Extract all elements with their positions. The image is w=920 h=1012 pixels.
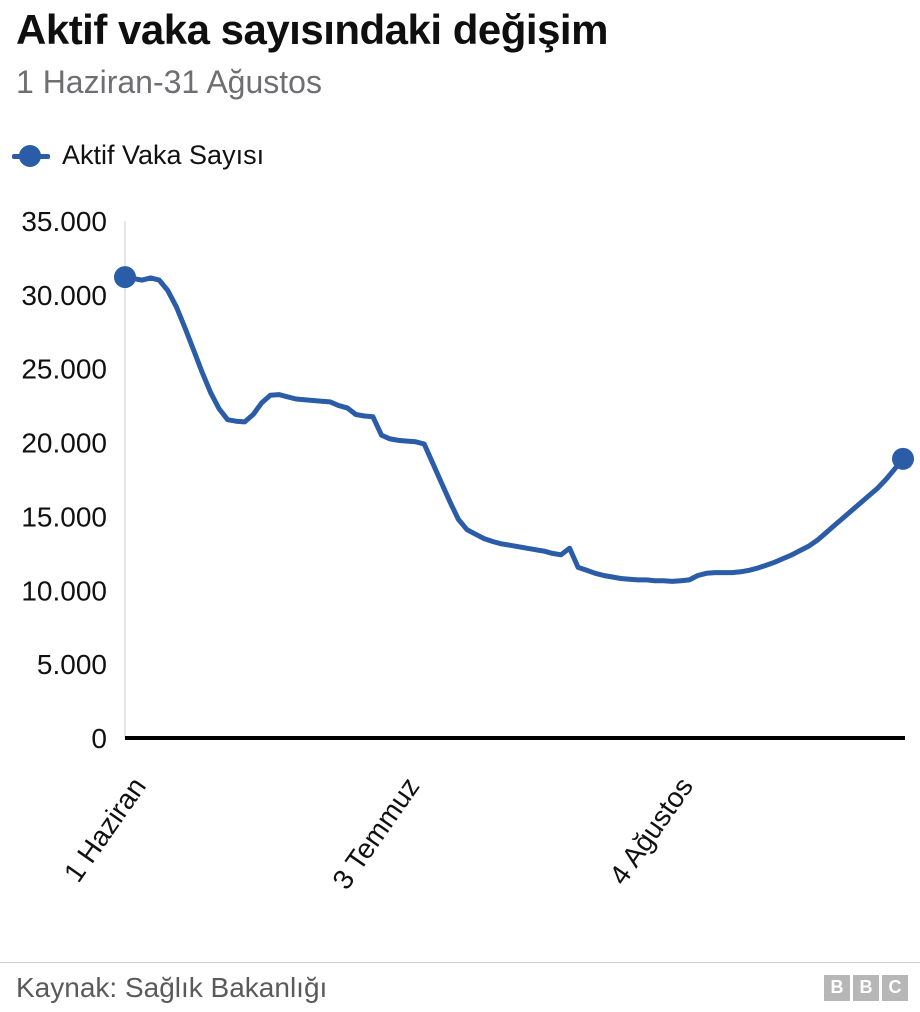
legend-marker xyxy=(12,144,50,167)
legend-label: Aktif Vaka Sayısı xyxy=(62,140,265,170)
first-point-marker xyxy=(114,266,136,289)
x-tick-label: 3 Temmuz xyxy=(326,772,425,895)
page-subtitle: 1 Haziran-31 Ağustos xyxy=(16,64,322,100)
bbc-logo-block: C xyxy=(882,974,908,1001)
y-tick-label: 15.000 xyxy=(21,501,107,532)
y-tick-label: 0 xyxy=(91,723,107,754)
legend-dot-icon xyxy=(19,144,41,167)
last-point-marker xyxy=(892,447,914,470)
bbc-logo-block: B xyxy=(853,974,879,1001)
source-label: Kaynak: Sağlık Bakanlığı xyxy=(16,971,328,1003)
y-tick-label: 20.000 xyxy=(21,428,107,459)
y-tick-label: 35.000 xyxy=(21,206,107,237)
legend: Aktif Vaka Sayısı xyxy=(12,140,264,171)
y-tick-label: 10.000 xyxy=(21,575,107,606)
x-tick-label: 4 Ağustos xyxy=(603,772,699,891)
y-tick-label: 5.000 xyxy=(37,649,107,680)
x-tick-label: 1 Haziran xyxy=(58,772,152,888)
y-tick-label: 25.000 xyxy=(21,354,107,385)
series-line xyxy=(122,274,906,584)
bbc-logo-block: B xyxy=(824,974,850,1001)
page-title: Aktif vaka sayısındaki değişim xyxy=(16,6,608,53)
y-tick-label: 30.000 xyxy=(21,280,107,311)
line-chart: 0 5.000 10.000 15.000 20.000 25.000 30.000 35.0… xyxy=(21,206,914,895)
